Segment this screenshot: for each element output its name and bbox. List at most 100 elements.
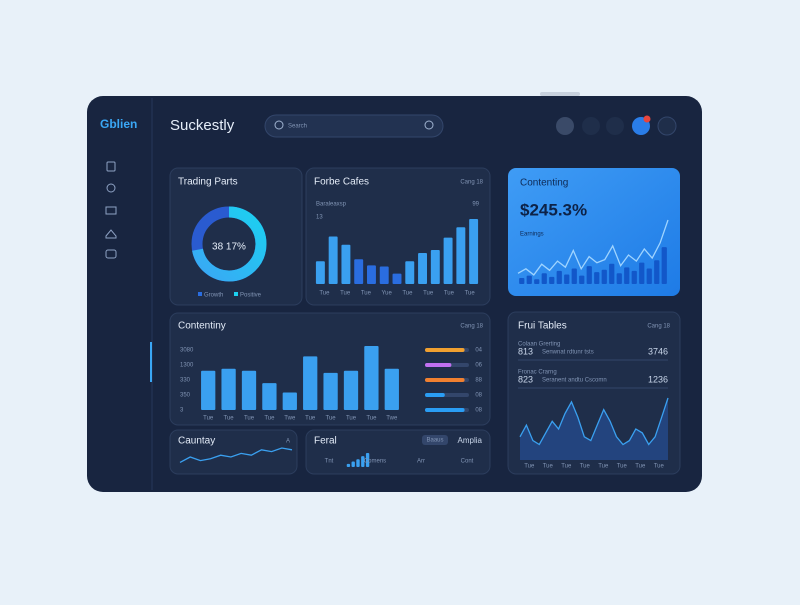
bar bbox=[624, 267, 630, 284]
bar bbox=[609, 263, 615, 284]
card-title: Contentiny bbox=[178, 321, 226, 332]
axis-label: Tue bbox=[203, 416, 214, 422]
icon-button[interactable] bbox=[582, 117, 600, 135]
axis-label: Tue bbox=[326, 416, 337, 422]
axis-label: Twe bbox=[284, 416, 296, 422]
legend-swatch bbox=[234, 292, 238, 296]
bar bbox=[571, 268, 577, 284]
bar bbox=[201, 370, 216, 410]
bar bbox=[443, 237, 453, 284]
donut-center: 38 17% bbox=[212, 242, 246, 253]
card bbox=[169, 167, 303, 306]
card-badge: Cang 18 bbox=[460, 180, 483, 186]
progress-bar bbox=[425, 408, 465, 412]
bar bbox=[579, 275, 585, 284]
bar bbox=[366, 265, 376, 284]
line bbox=[179, 447, 293, 463]
axis-label: Twe bbox=[386, 416, 398, 422]
row-text: Senwnat rdtunr tsts bbox=[542, 350, 594, 356]
bar bbox=[616, 273, 622, 284]
bar bbox=[384, 368, 399, 410]
highlight-value: $245.3% bbox=[520, 200, 587, 219]
bar bbox=[361, 456, 365, 467]
card bbox=[169, 429, 298, 475]
card-extra: Amplia bbox=[458, 436, 483, 445]
y-label: 3 bbox=[180, 408, 184, 414]
bar bbox=[519, 278, 525, 284]
card-title: Trading Parts bbox=[178, 177, 238, 188]
bar bbox=[323, 372, 338, 410]
bar bbox=[303, 356, 318, 410]
bar bbox=[346, 463, 351, 467]
bar bbox=[328, 236, 338, 284]
axis-label: Tue bbox=[444, 291, 455, 297]
bar bbox=[594, 272, 600, 284]
card-subtitle: Baraleaxsp bbox=[316, 202, 347, 208]
nav-icon[interactable] bbox=[105, 206, 117, 215]
bar bbox=[364, 346, 379, 410]
bar bbox=[654, 260, 660, 284]
axis-label: Tue bbox=[543, 464, 554, 470]
card-badge: A bbox=[286, 439, 290, 445]
bar bbox=[315, 261, 325, 284]
axis-label: Tue bbox=[264, 416, 275, 422]
progress-label: 88 bbox=[475, 378, 482, 384]
bar bbox=[556, 270, 562, 284]
bar bbox=[392, 273, 402, 284]
bar bbox=[661, 247, 667, 284]
axis-label: Tue bbox=[224, 416, 235, 422]
axis-label: Tue bbox=[340, 291, 351, 297]
card-title: Frui Tables bbox=[518, 321, 567, 332]
search-box[interactable] bbox=[264, 114, 444, 138]
bar bbox=[354, 259, 364, 284]
card-value: 99 bbox=[472, 202, 479, 208]
y-label: 3080 bbox=[180, 348, 194, 354]
axis-label: Tue bbox=[561, 464, 572, 470]
axis-label: Tue bbox=[580, 464, 591, 470]
nav-icon[interactable] bbox=[105, 249, 117, 259]
progress-label: 08 bbox=[475, 393, 482, 399]
nav-icon[interactable] bbox=[105, 229, 117, 239]
header-icons bbox=[556, 115, 677, 136]
bar bbox=[541, 273, 547, 284]
icon-button[interactable] bbox=[657, 116, 677, 136]
nav-icon[interactable] bbox=[106, 161, 116, 172]
axis-label: Tue bbox=[617, 464, 628, 470]
y-label: 330 bbox=[180, 378, 191, 384]
progress-label: 06 bbox=[475, 363, 482, 369]
progress-label: 08 bbox=[475, 408, 482, 414]
bar bbox=[356, 459, 360, 467]
bar bbox=[405, 261, 415, 284]
bar bbox=[221, 368, 236, 410]
row-label: Colaan Grerting bbox=[518, 342, 560, 348]
row-text: Seranent andtu Cscomn bbox=[542, 378, 607, 384]
progress-bar bbox=[425, 348, 465, 352]
axis-label: Tue bbox=[402, 291, 413, 297]
area bbox=[520, 398, 668, 460]
card-title: Forbe Cafes bbox=[314, 177, 369, 188]
line bbox=[519, 397, 669, 446]
search-icon bbox=[274, 120, 284, 130]
bar bbox=[430, 249, 440, 284]
row-value: 3746 bbox=[648, 346, 668, 356]
icon-button[interactable] bbox=[606, 117, 624, 135]
bar bbox=[631, 270, 637, 284]
app-title: Suckestly bbox=[170, 117, 235, 134]
row-value: 1236 bbox=[648, 374, 668, 384]
bar bbox=[282, 392, 297, 410]
icon-button[interactable] bbox=[556, 117, 574, 135]
card-title: Feral bbox=[314, 436, 337, 447]
legend-label: Growth bbox=[204, 293, 223, 299]
axis-label: Comens bbox=[364, 459, 386, 465]
bar bbox=[456, 227, 466, 284]
search-icon bbox=[424, 120, 434, 130]
nav-icon[interactable] bbox=[106, 183, 116, 193]
tag-label: Baaus bbox=[426, 438, 443, 444]
tag[interactable] bbox=[422, 435, 448, 445]
card-value: 13 bbox=[316, 215, 323, 221]
bar bbox=[526, 275, 532, 284]
axis-label: Tue bbox=[635, 464, 646, 470]
axis-label: Cont bbox=[461, 459, 474, 465]
